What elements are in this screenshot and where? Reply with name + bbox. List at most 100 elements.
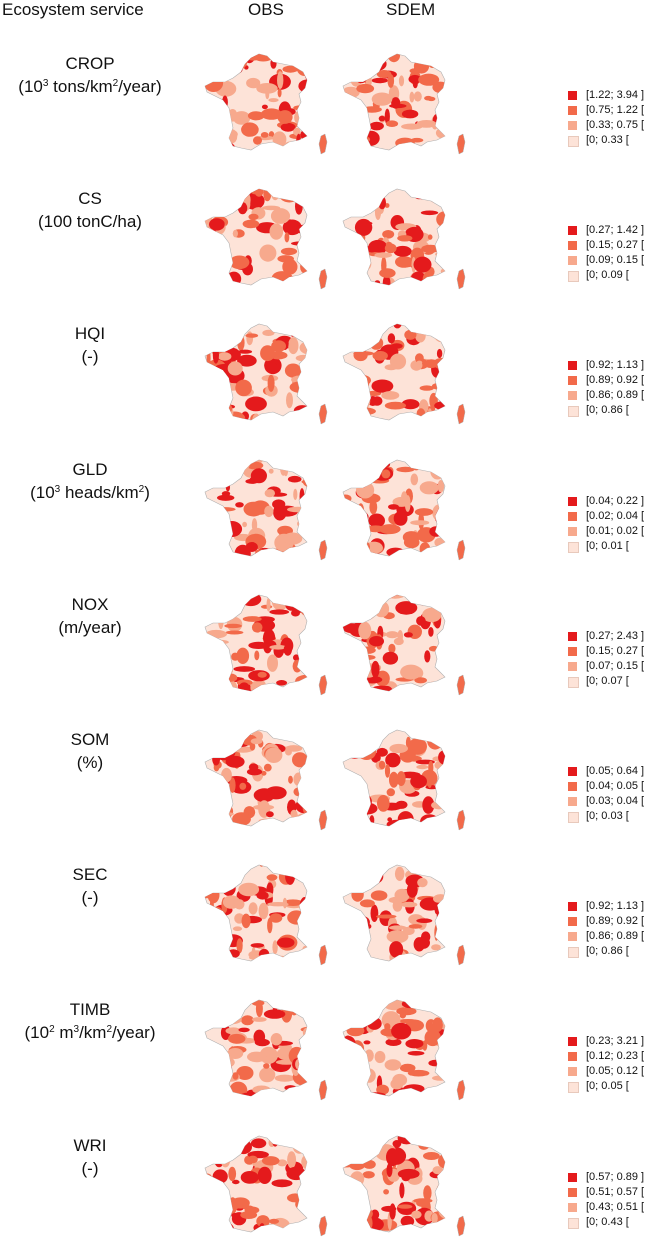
legend-swatch xyxy=(568,406,579,418)
legend-item: [0.89; 0.92 [ xyxy=(566,914,664,929)
sdem-france-map xyxy=(341,724,471,836)
legend-range: [0.05; 0.64 ] xyxy=(586,765,645,777)
legend-range: [0.33; 0.75 [ xyxy=(586,119,645,131)
legend-item: [0; 0.07 [ xyxy=(566,674,664,689)
legend-swatch xyxy=(568,917,577,927)
legend: [0.05; 0.64 ] [0.04; 0.05 [[0.03; 0.04 [[… xyxy=(566,764,664,824)
legend-range: [0; 0.09 [ xyxy=(586,269,629,282)
legend-range: [0; 0.43 [ xyxy=(586,1215,629,1228)
service-row-timb: TIMB (102 m3/km2/year) [0.23; 3.21 ] [0.12;… xyxy=(0,976,664,1111)
service-row-wri: WRI (-) [0.57; 0.89 ] [0.51; 0.57 [[0.43; 0… xyxy=(0,1112,664,1247)
legend-range: [0.07; 0.15 [ xyxy=(586,659,645,672)
service-unit: (102 m3/km2/year) xyxy=(24,1023,156,1043)
legend-swatch xyxy=(568,541,579,553)
service-unit: (m/year) xyxy=(58,617,122,637)
service-row-cs: CS (100 tonC/ha) [0.27; 1.42 ] [0.15; 0.27 … xyxy=(0,165,664,300)
service-row-crop: CROP (103 tons/km2/year) [1.22; 3.94 ] [0.7… xyxy=(0,30,664,165)
legend: [0.27; 2.43 ] [0.15; 0.27 [[0.07; 0.15 [[… xyxy=(566,629,664,689)
legend-swatch xyxy=(568,91,577,100)
legend-swatch xyxy=(568,1172,577,1182)
sdem-france-map xyxy=(341,859,471,971)
legend-item: [0.92; 1.13 ] xyxy=(566,899,664,914)
sdem-france-map xyxy=(341,318,471,430)
obs-france-map xyxy=(203,318,333,430)
service-name: CROP xyxy=(65,54,115,73)
legend-range: [0; 0.05 [ xyxy=(586,1080,629,1093)
legend-range: [0.89; 0.92 [ xyxy=(586,374,645,387)
obs-france-map xyxy=(203,859,333,971)
obs-column-header: OBS xyxy=(248,0,284,19)
sdem-france-map xyxy=(341,454,471,566)
service-row-hqi: HQI (-) [0.92; 1.13 ] [0.89; 0.92 [[0.86; 0… xyxy=(0,300,664,435)
service-name: NOX xyxy=(71,594,109,614)
legend-range: [0; 0.01 [ xyxy=(586,539,629,552)
legend-item: [0.27; 1.42 ] xyxy=(566,223,664,238)
service-name: TIMB xyxy=(69,1000,111,1020)
service-name: SOM xyxy=(70,730,110,749)
legend-swatch xyxy=(568,376,577,386)
legend-range: [0; 0.07 [ xyxy=(586,674,629,687)
sdem-column-header: SDEM xyxy=(386,0,436,19)
legend-swatch xyxy=(568,271,579,283)
legend-item: [0; 0.09 [ xyxy=(566,268,664,283)
sdem-france-map xyxy=(341,48,471,160)
legend-item: [0.01; 0.02 [ xyxy=(566,524,664,539)
obs-france-map xyxy=(203,183,333,295)
legend-range: [0.05; 0.12 [ xyxy=(586,1065,645,1078)
legend-swatch xyxy=(568,631,577,641)
legend: [0.23; 3.21 ] [0.12; 0.23 [[0.05; 0.12 [[… xyxy=(566,1034,664,1094)
service-label: CS (100 tonC/ha) xyxy=(0,187,180,233)
legend-item: [0.07; 0.15 [ xyxy=(566,659,664,674)
legend-item: [0.33; 0.75 [ xyxy=(566,118,664,133)
legend-range: [0.51; 0.57 [ xyxy=(586,1185,645,1198)
obs-france-map xyxy=(203,454,333,566)
legend: [0.04; 0.22 ] [0.02; 0.04 [[0.01; 0.02 [[… xyxy=(566,494,664,554)
obs-france-map xyxy=(203,994,333,1106)
legend-swatch xyxy=(568,676,579,688)
legend-item: [0.57; 0.89 ] xyxy=(566,1170,664,1185)
legend-range: [0.01; 0.02 [ xyxy=(586,524,645,537)
service-row-som: SOM (%) [0.05; 0.64 ] [0.04; 0.05 [[0.03; 0… xyxy=(0,706,664,841)
service-unit: (103 tons/km2/year) xyxy=(18,77,162,96)
obs-france-map xyxy=(203,724,333,836)
service-row-sec: SEC (-) [0.92; 1.13 ] [0.89; 0.92 [[0.86; 0… xyxy=(0,841,664,976)
service-row-gld: GLD (103 heads/km2) [0.04; 0.22 ] [0.02; 0.… xyxy=(0,436,664,571)
legend-swatch xyxy=(568,1052,577,1062)
service-unit: (103 heads/km2) xyxy=(30,482,150,502)
obs-france-map xyxy=(203,589,333,701)
legend-range: [0; 0.86 [ xyxy=(586,404,629,417)
legend-item: [0.09; 0.15 [ xyxy=(566,253,664,268)
legend-item: [0; 0.86 [ xyxy=(566,403,664,418)
legend-swatch xyxy=(568,136,579,147)
legend: [1.22; 3.94 ] [0.75; 1.22 [[0.33; 0.75 [[… xyxy=(566,88,664,148)
legend-range: [0.15; 0.27 [ xyxy=(586,239,645,252)
legend-swatch xyxy=(568,226,577,236)
legend-range: [1.22; 3.94 ] xyxy=(586,89,645,101)
obs-france-map xyxy=(203,1130,333,1242)
legend-item: [0.12; 0.23 [ xyxy=(566,1049,664,1064)
legend-item: [0.15; 0.27 [ xyxy=(566,238,664,253)
legend-range: [0.57; 0.89 ] xyxy=(586,1170,645,1183)
legend-swatch xyxy=(568,391,577,401)
legend-item: [0.03; 0.04 [ xyxy=(566,794,664,809)
legend-item: [0; 0.01 [ xyxy=(566,539,664,554)
legend-item: [0.04; 0.05 [ xyxy=(566,779,664,794)
legend-swatch xyxy=(568,661,577,671)
service-unit: (-) xyxy=(81,888,99,908)
legend-range: [0; 0.03 [ xyxy=(586,810,629,822)
legend-swatch xyxy=(568,526,577,536)
service-name: SEC xyxy=(72,865,108,885)
service-name: CS xyxy=(78,189,102,209)
legend-range: [0.86; 0.89 [ xyxy=(586,930,645,943)
legend-item: [0; 0.05 [ xyxy=(566,1079,664,1094)
legend-range: [0.92; 1.13 ] xyxy=(586,900,645,913)
service-name: GLD xyxy=(72,459,108,479)
legend-item: [0.89; 0.92 [ xyxy=(566,373,664,388)
legend-swatch xyxy=(568,1082,579,1094)
legend-item: [0; 0.03 [ xyxy=(566,809,664,824)
legend-swatch xyxy=(568,812,579,823)
service-label: CROP (103 tons/km2/year) xyxy=(0,52,180,98)
legend-item: [0.04; 0.22 ] xyxy=(566,494,664,509)
legend-swatch xyxy=(568,1037,577,1047)
legend-item: [0.92; 1.13 ] xyxy=(566,358,664,373)
